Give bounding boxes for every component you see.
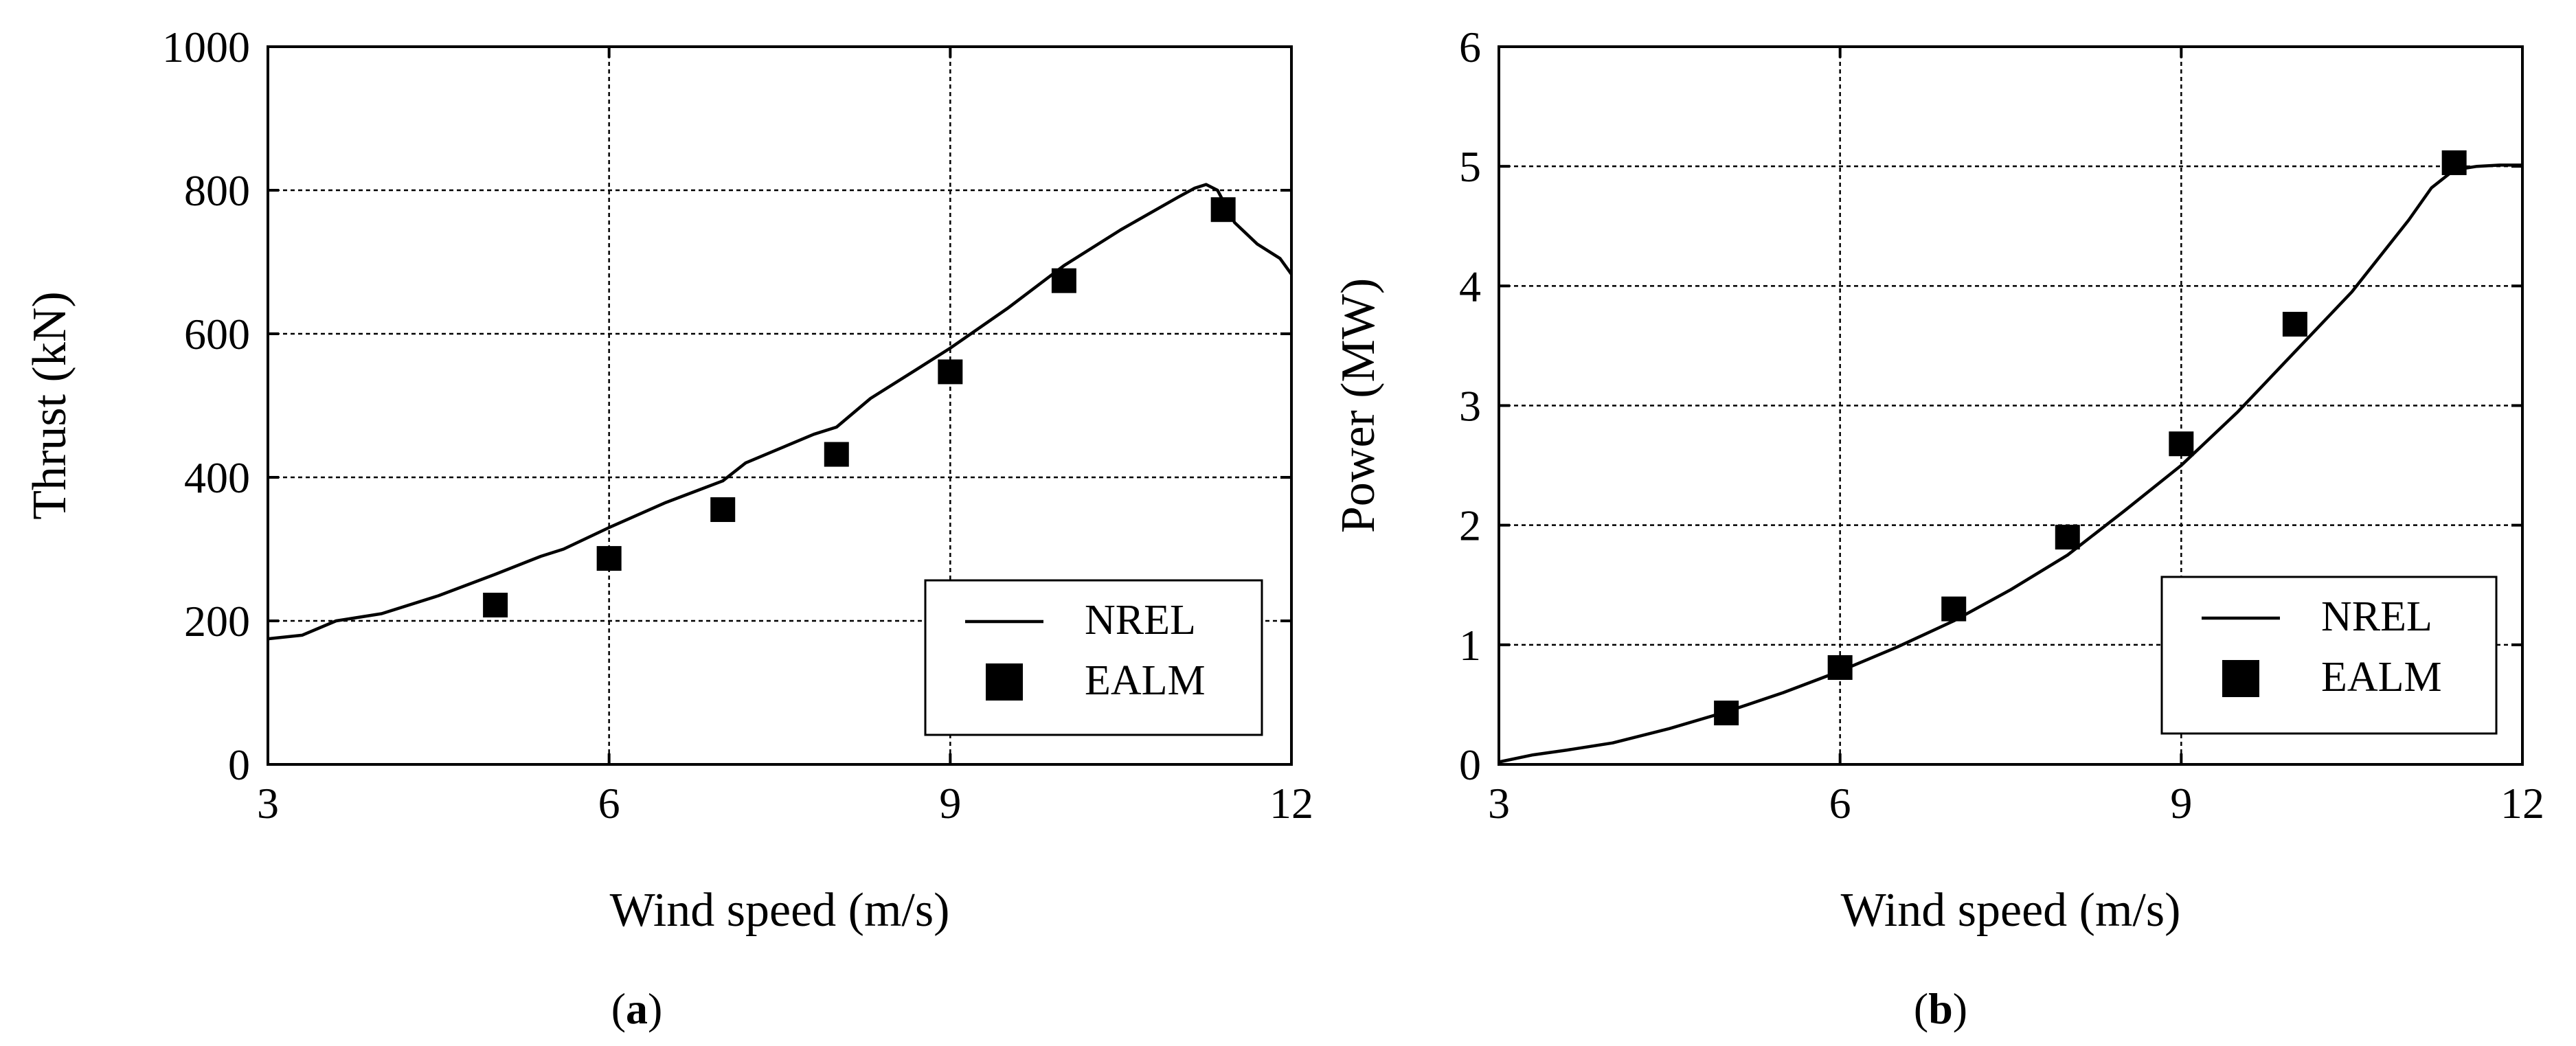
data-point-ealm xyxy=(483,593,508,618)
legend-symbol-square xyxy=(986,663,1023,701)
y-tick-label: 0 xyxy=(228,740,250,789)
series-line-nrel xyxy=(267,183,1293,641)
panel-caption-letter: a xyxy=(626,984,648,1033)
legend-box xyxy=(2160,576,2498,735)
y-axis-title: Power (MW) xyxy=(1332,278,1385,533)
data-point-ealm xyxy=(2055,525,2080,550)
plot-frame xyxy=(267,45,1293,766)
x-tick-label: 9 xyxy=(939,779,961,828)
y-tick-label: 2 xyxy=(1459,501,1481,550)
x-tick-label: 12 xyxy=(2500,779,2544,828)
y-tick-label: 200 xyxy=(184,597,250,646)
x-tick-label: 6 xyxy=(1829,779,1851,828)
data-point-ealm xyxy=(596,546,622,571)
legend-box xyxy=(924,579,1263,736)
y-tick-label: 800 xyxy=(184,166,250,215)
series-line-nrel xyxy=(1498,163,2522,764)
data-point-ealm xyxy=(2169,431,2194,457)
data-point-ealm xyxy=(1210,197,1236,223)
y-tick-label: 1000 xyxy=(162,23,250,71)
y-tick-label: 3 xyxy=(1459,382,1481,431)
y-tick-label: 400 xyxy=(184,453,250,502)
data-point-ealm xyxy=(938,359,963,385)
data-point-ealm xyxy=(2441,150,2467,175)
data-point-ealm xyxy=(2282,312,2307,337)
data-point-ealm xyxy=(1714,701,1739,726)
y-tick-label: 5 xyxy=(1459,142,1481,191)
x-tick-label: 3 xyxy=(257,779,279,828)
x-tick-label: 9 xyxy=(2170,779,2192,828)
data-point-ealm xyxy=(710,497,736,523)
y-tick-label: 0 xyxy=(1459,740,1481,789)
panel-caption-letter: b xyxy=(1928,984,1953,1033)
legend-symbol-square xyxy=(2222,660,2259,697)
x-tick-label: 6 xyxy=(598,779,620,828)
data-point-ealm xyxy=(1827,655,1853,680)
legend: NREL EALM xyxy=(2160,576,2498,735)
y-axis-title: Thrust (kN) xyxy=(23,291,76,519)
x-axis-title: Wind speed (m/s) xyxy=(610,884,950,937)
x-tick-label: 3 xyxy=(1488,779,1510,828)
y-tick-label: 1 xyxy=(1459,621,1481,670)
legend-label: NREL xyxy=(1085,597,1196,644)
data-point-ealm xyxy=(1051,268,1076,293)
legend-label: EALM xyxy=(1085,657,1206,704)
y-tick-label: 4 xyxy=(1459,262,1481,310)
panel-caption: (b) xyxy=(1914,984,1967,1033)
y-tick-label: 6 xyxy=(1459,23,1481,71)
y-tick-label: 600 xyxy=(184,310,250,359)
x-axis-title: Wind speed (m/s) xyxy=(1841,884,2181,937)
x-tick-label: 12 xyxy=(1269,779,1313,828)
chart-panel-a: 3 6 9 12 0 200 400 600 800 1000 Wind speed (m/s) Th… xyxy=(23,23,1313,1033)
legend: NREL EALM xyxy=(924,579,1263,736)
legend-label: NREL xyxy=(2321,593,2432,640)
legend-label: EALM xyxy=(2321,654,2442,701)
panel-caption: (a) xyxy=(611,984,663,1033)
data-point-ealm xyxy=(824,442,849,467)
data-point-ealm xyxy=(1941,596,1967,622)
